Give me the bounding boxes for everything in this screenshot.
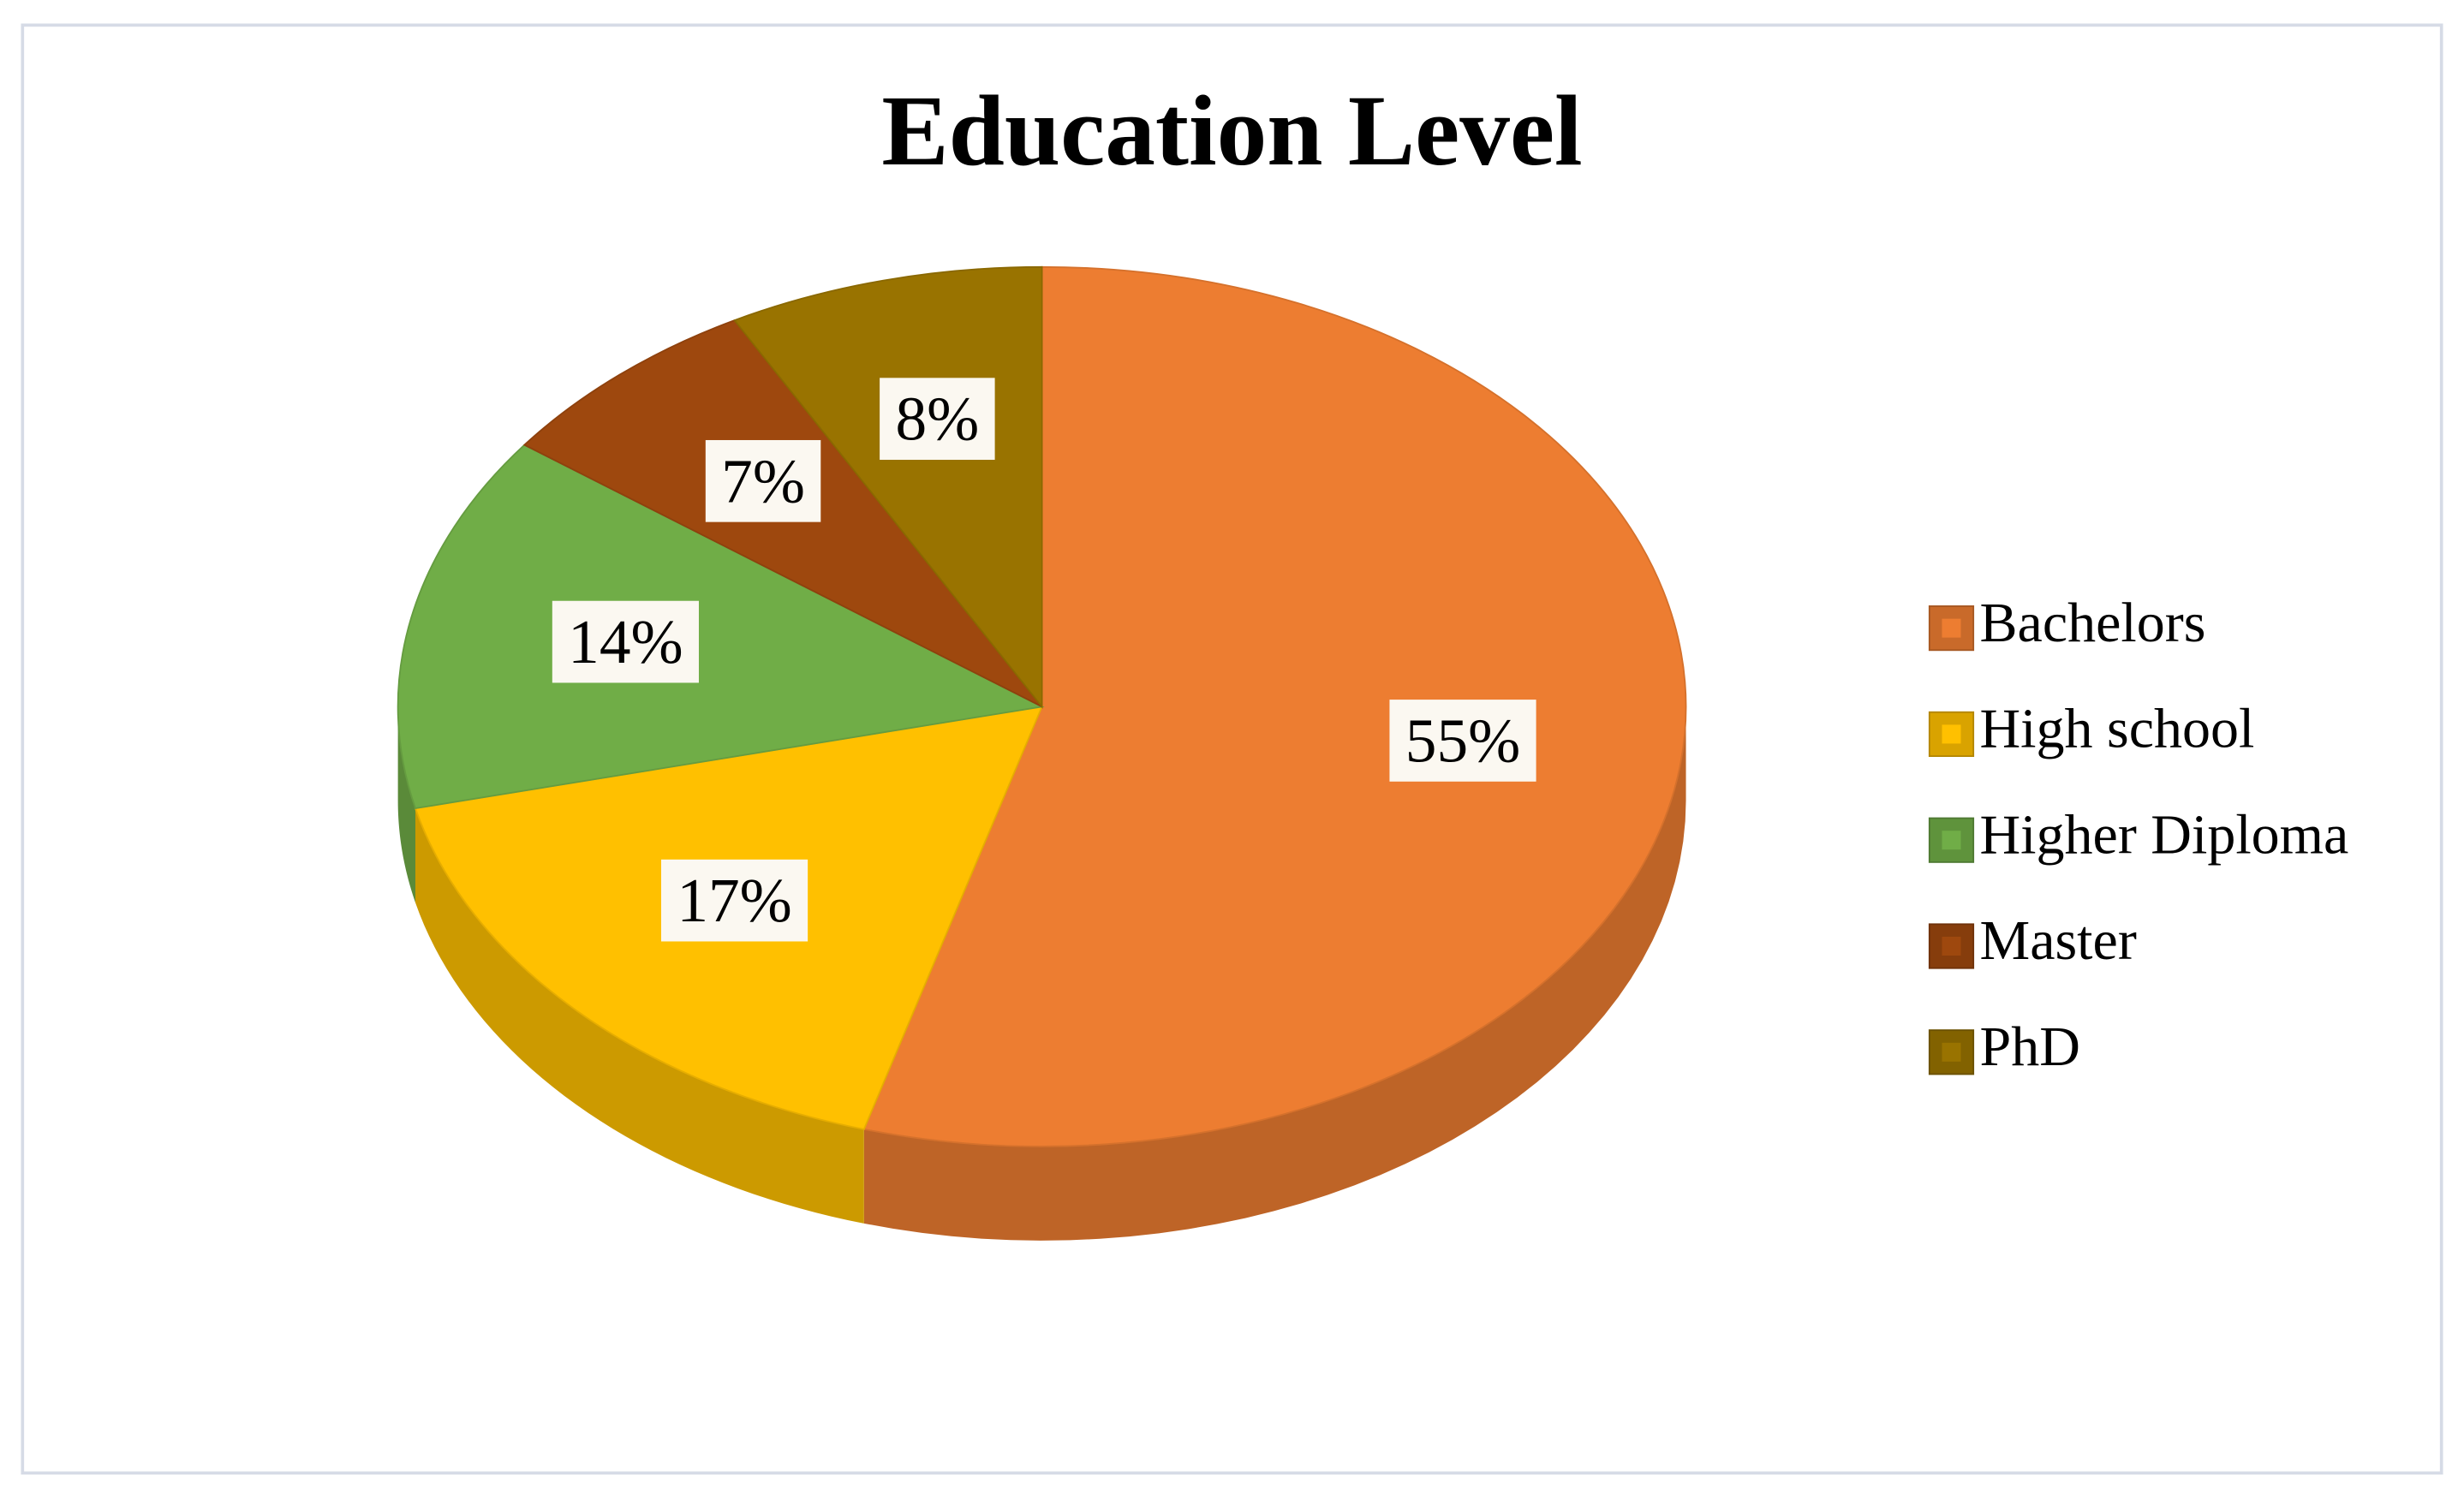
pie-sides bbox=[397, 706, 1686, 1241]
data-label-box bbox=[880, 378, 995, 460]
legend-swatch-inner bbox=[1942, 831, 1961, 850]
pie-slice bbox=[733, 265, 1043, 709]
slice-side bbox=[415, 808, 864, 1224]
legend-label: Higher Diploma bbox=[1980, 803, 2349, 866]
legend: Bachelors High school Higher Diploma Master… bbox=[1928, 592, 2349, 1078]
pie-slice bbox=[397, 444, 1045, 810]
data-label: 14% bbox=[552, 600, 699, 683]
legend-swatch-inner bbox=[1942, 618, 1961, 638]
data-label-text: 7% bbox=[721, 446, 805, 515]
legend-label: PhD bbox=[1980, 1016, 2080, 1078]
data-label-text: 8% bbox=[895, 384, 979, 454]
legend-label: Master bbox=[1980, 909, 2137, 972]
data-label-text: 55% bbox=[1405, 706, 1520, 775]
legend-swatch bbox=[1928, 711, 1975, 758]
legend-label: Bachelors bbox=[1980, 592, 2206, 654]
legend-swatch bbox=[1928, 923, 1975, 969]
data-label: 7% bbox=[705, 439, 821, 522]
legend-label: High school bbox=[1980, 698, 2255, 760]
data-label-text: 17% bbox=[677, 866, 791, 935]
legend-swatch-inner bbox=[1942, 937, 1961, 956]
data-label: 55% bbox=[1389, 700, 1536, 782]
data-label-box bbox=[1389, 700, 1536, 782]
data-label: 8% bbox=[880, 378, 995, 460]
legend-swatch-inner bbox=[1942, 724, 1961, 744]
chart-title: Education Level bbox=[881, 75, 1582, 187]
legend-swatch-inner bbox=[1942, 1042, 1961, 1062]
data-labels: 55% 17% 14% 7% 8% bbox=[552, 378, 1536, 942]
data-label-text: 14% bbox=[568, 607, 683, 676]
slice-side bbox=[863, 706, 1686, 1241]
pie-slice bbox=[862, 265, 1687, 1147]
legend-swatch bbox=[1928, 605, 1975, 652]
data-label-box bbox=[705, 439, 821, 522]
slice-side bbox=[397, 706, 415, 903]
data-label-box bbox=[660, 859, 808, 942]
data-label-box bbox=[552, 600, 699, 683]
data-label: 17% bbox=[660, 859, 808, 942]
